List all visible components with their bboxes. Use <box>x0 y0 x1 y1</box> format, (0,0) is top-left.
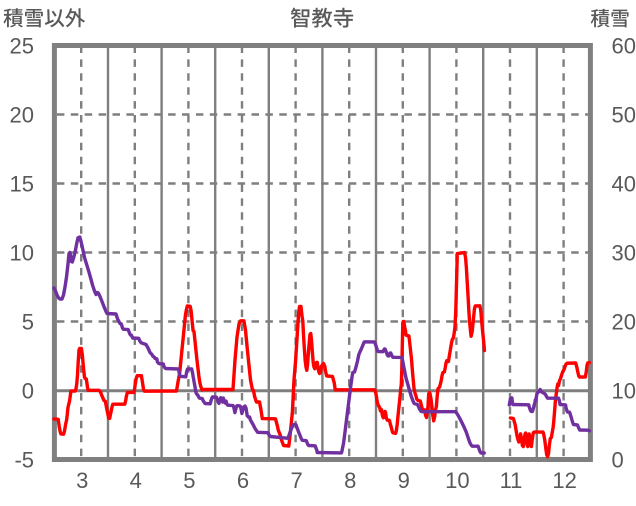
svg-text:10: 10 <box>612 379 636 404</box>
svg-text:20: 20 <box>612 310 636 335</box>
svg-text:25: 25 <box>10 34 34 59</box>
svg-text:3: 3 <box>76 468 88 493</box>
svg-text:0: 0 <box>22 379 34 404</box>
svg-text:4: 4 <box>130 468 142 493</box>
svg-text:15: 15 <box>10 172 34 197</box>
svg-text:6: 6 <box>237 468 249 493</box>
svg-text:10: 10 <box>445 468 469 493</box>
svg-text:5: 5 <box>183 468 195 493</box>
svg-text:30: 30 <box>612 241 636 266</box>
svg-text:9: 9 <box>398 468 410 493</box>
svg-text:5: 5 <box>22 310 34 335</box>
svg-text:20: 20 <box>10 103 34 128</box>
svg-text:7: 7 <box>290 468 302 493</box>
svg-text:50: 50 <box>612 103 636 128</box>
svg-text:0: 0 <box>612 448 624 473</box>
svg-text:10: 10 <box>10 241 34 266</box>
svg-text:8: 8 <box>344 468 356 493</box>
svg-text:-5: -5 <box>14 448 34 473</box>
svg-text:12: 12 <box>552 468 576 493</box>
svg-text:40: 40 <box>612 172 636 197</box>
svg-text:11: 11 <box>500 468 523 493</box>
svg-text:60: 60 <box>612 34 636 59</box>
